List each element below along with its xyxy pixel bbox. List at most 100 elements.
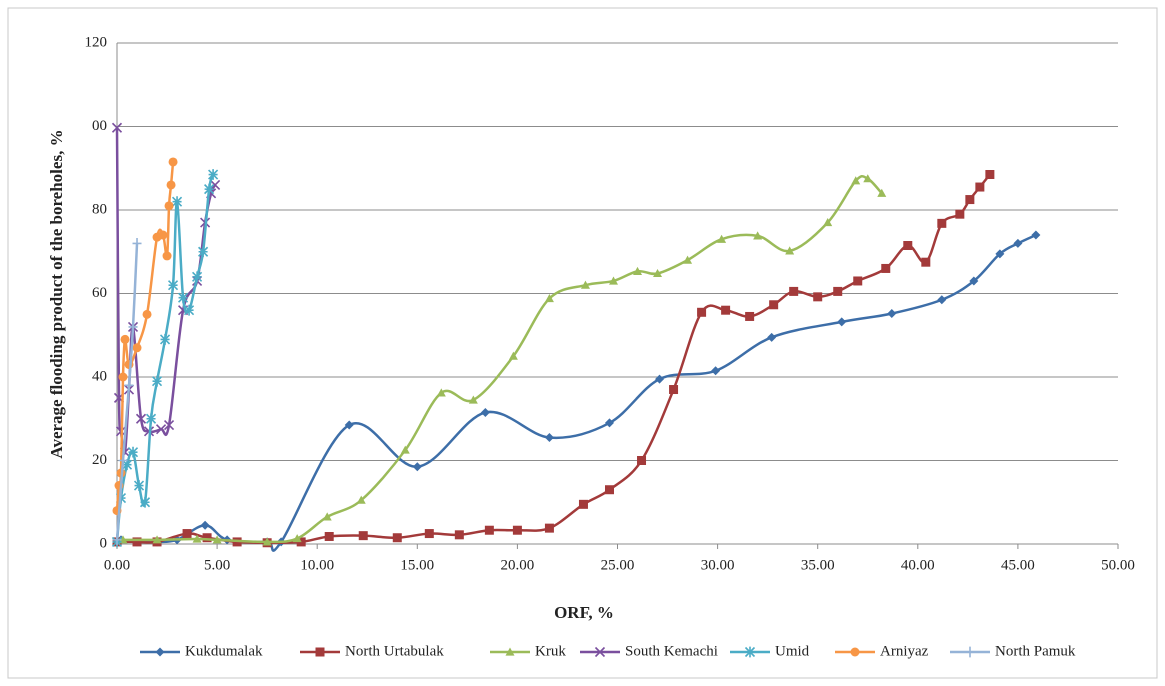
marker [124,359,134,369]
x-tick-label: 25.00 [601,557,635,573]
marker [995,249,1005,259]
marker [412,462,422,472]
marker [697,307,707,317]
marker [711,366,721,376]
marker [903,240,913,250]
marker [155,424,167,435]
marker [135,413,147,424]
marker [200,520,210,530]
marker [155,647,165,657]
marker [604,485,614,495]
marker [745,311,755,321]
x-tick-label: 40.00 [901,557,935,573]
marker [164,201,174,211]
marker [833,286,843,296]
y-axis-title: Average flooding product of the borehole… [47,129,66,458]
marker [767,332,777,342]
marker [168,157,178,167]
legend-label: Arniyaz [880,643,929,659]
marker [853,276,863,286]
marker [111,122,123,133]
marker [392,533,402,543]
series-line [115,161,175,511]
marker [655,374,665,384]
x-tick-label: 10.00 [300,557,334,573]
x-tick-label: 5.00 [204,557,230,573]
marker [262,537,272,546]
marker [120,334,130,344]
marker [204,183,215,195]
marker [508,351,518,360]
marker [158,230,168,240]
legend-label: North Pamuk [995,643,1076,659]
marker [823,218,833,227]
marker [544,294,554,303]
marker [484,525,494,535]
marker [851,176,861,185]
marker [159,334,171,345]
marker [142,309,152,319]
marker [887,309,897,319]
x-tick-label: 0.00 [104,557,130,573]
marker [468,395,478,404]
marker [965,195,975,205]
marker [813,292,823,302]
chart-frame [7,7,1158,679]
marker [837,317,847,327]
marker [454,530,464,540]
marker [124,379,134,391]
legend-label: Kruk [535,643,566,659]
marker [139,496,151,508]
marker [789,286,799,296]
marker [208,169,219,180]
marker [785,246,795,255]
marker [202,533,212,543]
marker [436,388,446,397]
marker [152,535,162,544]
marker [955,209,965,219]
marker [937,218,947,228]
marker [192,271,203,283]
marker [127,446,139,458]
marker [178,292,189,304]
marker [151,375,163,387]
marker [132,238,142,249]
marker [145,413,157,425]
marker [121,459,133,471]
marker [637,456,647,465]
marker [1031,230,1041,240]
marker [184,304,195,316]
y-tick-label: 0 [100,535,108,551]
marker [594,646,606,658]
marker [721,305,731,315]
marker [921,257,931,267]
marker [850,647,860,657]
x-tick-label: 30.00 [701,557,735,573]
legend-label: Umid [775,643,810,659]
marker [985,170,995,180]
marker [578,499,588,509]
marker [210,179,221,191]
y-tick-label: 80 [92,201,107,217]
marker [965,646,975,658]
marker [358,531,368,541]
marker [128,321,138,333]
legend-label: South Kemachi [625,643,718,659]
marker [769,300,779,310]
marker [580,280,590,289]
marker [356,495,366,504]
marker [669,385,679,395]
marker [653,268,663,278]
marker [198,246,209,258]
x-tick-label: 35.00 [801,557,835,573]
marker [717,234,727,243]
marker [192,534,202,543]
marker [162,251,172,261]
marker [683,255,693,264]
y-tick-label: 40 [92,368,107,384]
marker [118,372,128,382]
marker [166,180,176,190]
marker [322,512,332,521]
marker [881,263,891,273]
